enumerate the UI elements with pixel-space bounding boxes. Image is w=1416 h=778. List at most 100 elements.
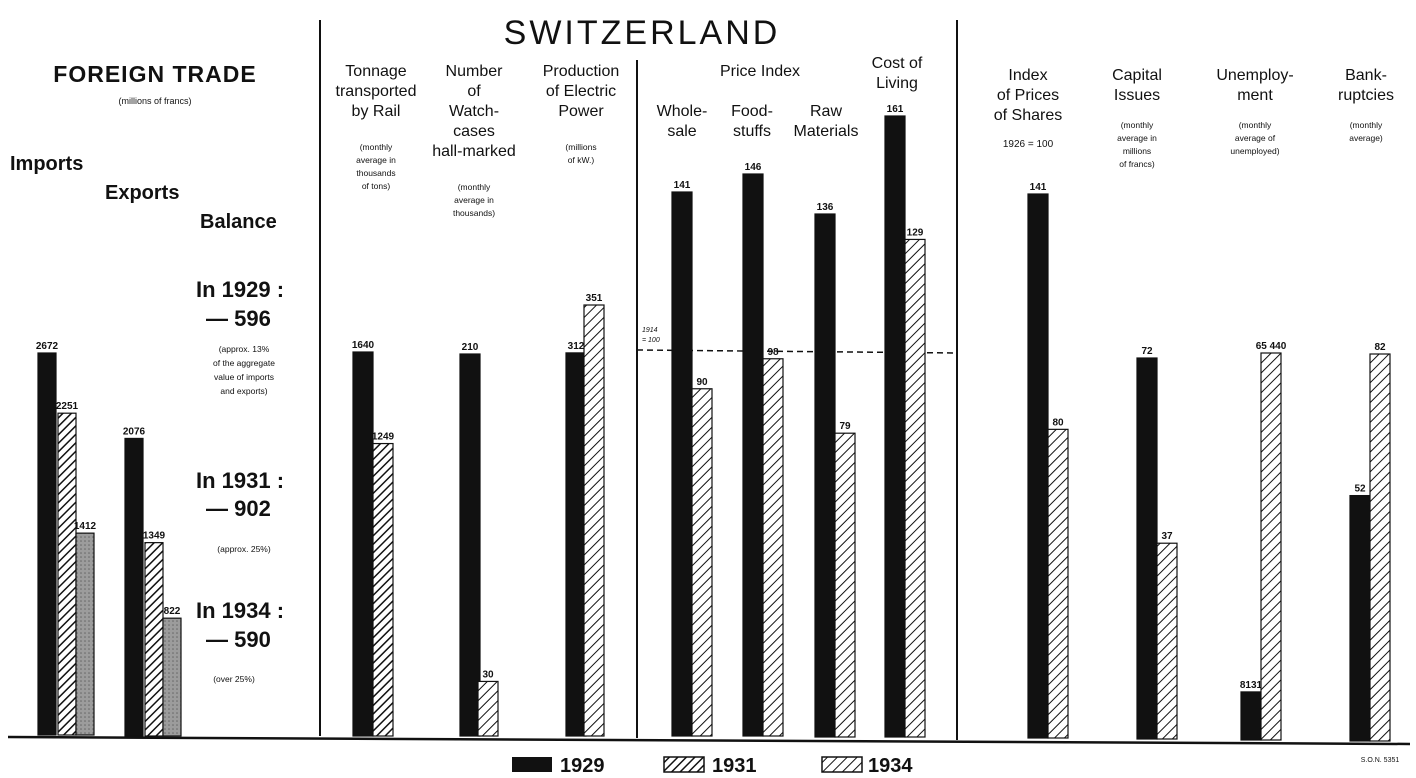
- bar-capital-issues-1934: [1156, 542, 1178, 740]
- rail-note-3: thousands: [356, 168, 395, 178]
- price-raw-1: Raw: [810, 103, 842, 120]
- balance-1929-note-4: and exports): [220, 386, 267, 396]
- data-label-price-index-food-stuffs-1934: 98: [767, 347, 779, 358]
- bankruptcies-title-1: Bank-: [1345, 67, 1387, 84]
- bar-tonnage-transported-by-rail-1929: [352, 351, 374, 737]
- data-label-price-index-whole-sale-1934: 90: [696, 377, 708, 388]
- unemployment-note-1: (monthly: [1239, 120, 1272, 130]
- data-label-unemployment-1929: 8131: [1240, 680, 1263, 691]
- capital-note-1: (monthly: [1121, 120, 1154, 130]
- balance-1931-note: (approx. 25%): [217, 544, 271, 554]
- data-label-cost-of-living-1929: 161: [887, 104, 904, 115]
- legend-swatch-1931: [663, 756, 705, 773]
- data-label-bankruptcies-1929: 52: [1354, 484, 1366, 495]
- shares-title-2: of Prices: [997, 87, 1059, 104]
- data-label-capital-issues-1929: 72: [1141, 346, 1153, 357]
- label-imports: Imports: [10, 153, 83, 175]
- bar-price-index-food-stuffs-1929: [742, 173, 764, 737]
- bankruptcies-note-1: (monthly: [1350, 120, 1383, 130]
- unemployment-title-1: Unemploy-: [1216, 67, 1293, 84]
- capital-note-4: of francs): [1119, 159, 1155, 169]
- price-index-title: Price Index: [720, 63, 800, 80]
- watch-title-2: of: [467, 83, 481, 100]
- price-food-2: stuffs: [733, 123, 771, 140]
- data-label-production-of-electric-power-1929: 312: [568, 341, 585, 352]
- bars-layer: 2672 2251 1412 2076 1349 822 1640 1249 210 30 312 3…: [36, 104, 1391, 742]
- label-balance: Balance: [200, 211, 277, 233]
- foreign-trade-heading: FOREIGN TRADE: [53, 61, 256, 87]
- balance-1934-year: In 1934 :: [196, 598, 284, 623]
- legend-label-1931: 1931: [712, 755, 757, 777]
- bar-price-index-whole-sale-1934: [691, 388, 713, 737]
- capital-title-2: Issues: [1114, 87, 1160, 104]
- data-label-imports-1931: 2251: [56, 401, 79, 412]
- bar-production-of-electric-power-1929: [565, 352, 587, 737]
- bar-exports-1934: [162, 617, 182, 737]
- bar-unemployment-1934: [1260, 352, 1282, 741]
- data-label-number-of-watch-cases-hall-marked-1929: 210: [462, 342, 479, 353]
- balance-1931-year: In 1931 :: [196, 468, 284, 493]
- data-label-index-of-prices-of-shares-1934: 80: [1052, 417, 1064, 428]
- bankruptcies-title-2: ruptcies: [1338, 87, 1394, 104]
- bar-index-of-prices-of-shares-1934: [1047, 428, 1069, 739]
- bar-imports-1929: [37, 352, 57, 736]
- price-raw-2: Materials: [794, 123, 859, 140]
- bar-price-index-food-stuffs-1934: [762, 358, 784, 737]
- shares-title-1: Index: [1008, 67, 1047, 84]
- data-label-price-index-raw-materials-1929: 136: [817, 202, 834, 213]
- bar-imports-1931: [57, 412, 77, 736]
- foreign-trade-unit: (millions of francs): [118, 96, 191, 106]
- data-label-tonnage-transported-by-rail-1931: 1249: [372, 432, 395, 443]
- shares-title-3: of Shares: [994, 107, 1062, 124]
- data-label-tonnage-transported-by-rail-1929: 1640: [352, 340, 375, 351]
- bar-tonnage-transported-by-rail-1931: [372, 442, 394, 737]
- balance-1929-note-1: (approx. 13%: [219, 344, 270, 354]
- bar-index-of-prices-of-shares-1929: [1027, 193, 1049, 739]
- baseline-label-1: 1914: [642, 327, 658, 334]
- data-label-price-index-food-stuffs-1929: 146: [745, 162, 762, 173]
- watch-title-1: Number: [446, 63, 504, 80]
- bar-unemployment-1929: [1240, 691, 1262, 741]
- data-label-imports-1929: 2672: [36, 341, 59, 352]
- data-label-exports-1931: 1349: [143, 531, 166, 542]
- balance-1929-value: — 596: [206, 306, 271, 331]
- legend-label-1929: 1929: [560, 755, 605, 777]
- data-label-exports-1934: 822: [164, 606, 181, 617]
- bar-imports-1934: [75, 532, 95, 736]
- rail-title-2: transported: [336, 83, 417, 100]
- power-title-2: of Electric: [546, 83, 616, 100]
- bar-price-index-raw-materials-1934: [834, 432, 856, 738]
- bar-exports-1931: [144, 542, 164, 737]
- power-title-3: Power: [558, 103, 604, 120]
- data-label-number-of-watch-cases-hall-marked-1934: 30: [482, 669, 494, 680]
- unemployment-title-2: ment: [1237, 87, 1273, 104]
- shares-note: 1926 = 100: [1003, 139, 1054, 150]
- rail-title-3: by Rail: [352, 103, 401, 120]
- data-label-exports-1929: 2076: [123, 426, 146, 437]
- capital-note-3: millions: [1123, 146, 1151, 156]
- chart-title: SWITZERLAND: [504, 14, 781, 52]
- data-label-cost-of-living-1934: 129: [907, 227, 924, 238]
- balance-1934-note: (over 25%): [213, 674, 255, 684]
- rail-title-1: Tonnage: [345, 63, 406, 80]
- cost-living-title-2: Living: [876, 75, 918, 92]
- label-exports: Exports: [105, 182, 179, 204]
- balance-1929-year: In 1929 :: [196, 277, 284, 302]
- power-note-2: of kW.): [568, 155, 595, 165]
- baseline-label-2: = 100: [642, 337, 660, 344]
- watch-note-1: (monthly: [458, 182, 491, 192]
- unemployment-note-3: unemployed): [1230, 146, 1279, 156]
- data-label-price-index-raw-materials-1934: 79: [839, 421, 851, 432]
- rail-note-4: of tons): [362, 181, 391, 191]
- bar-bankruptcies-1929: [1349, 494, 1371, 742]
- legend-swatch-1929: [512, 757, 552, 772]
- capital-note-2: average in: [1117, 133, 1157, 143]
- capital-title-1: Capital: [1112, 67, 1162, 84]
- bar-price-index-raw-materials-1929: [814, 213, 836, 738]
- price-wholesale-1: Whole-: [657, 103, 708, 120]
- balance-1929-note-2: of the aggregate: [213, 358, 275, 368]
- bar-price-index-whole-sale-1929: [671, 191, 693, 737]
- data-label-unemployment-1934: 65 440: [1256, 341, 1287, 352]
- bar-cost-of-living-1934: [904, 238, 926, 738]
